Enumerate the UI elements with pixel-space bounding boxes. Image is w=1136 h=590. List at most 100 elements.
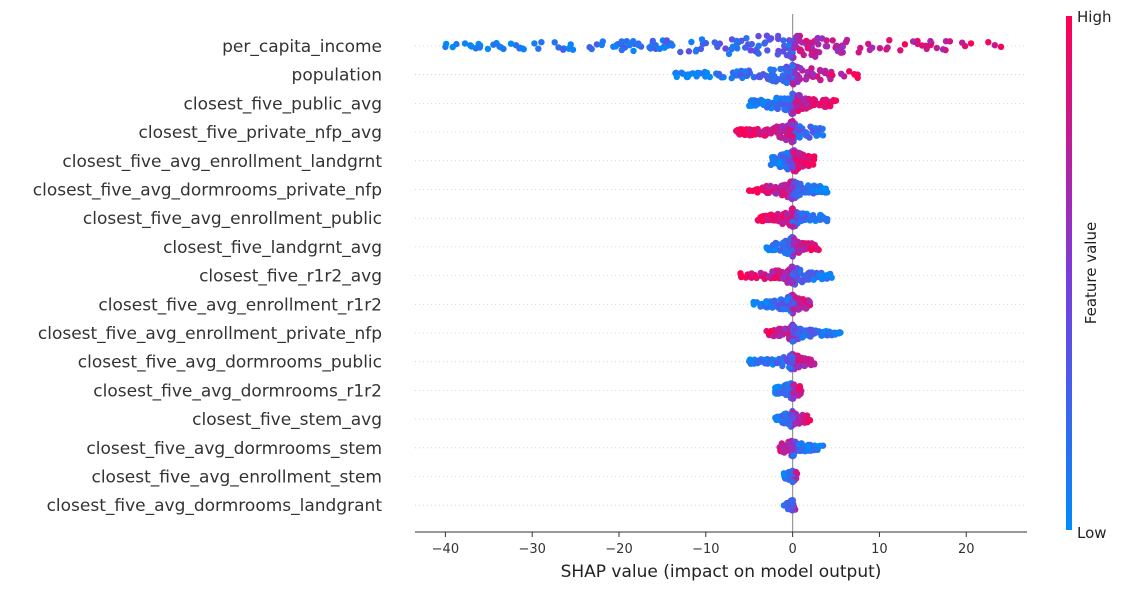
shap-point (809, 49, 817, 56)
feature-label: closest_five_public_avg (184, 94, 382, 114)
shap-point (838, 70, 845, 78)
shap-point (789, 263, 796, 271)
colorbar-high-label: High (1077, 8, 1111, 26)
feature-label: closest_five_avg_dormrooms_r1r2 (93, 381, 382, 401)
shap-point (800, 272, 808, 279)
shap-point (809, 70, 817, 78)
shap-point (839, 43, 846, 50)
shap-point (790, 239, 798, 247)
shap-point (765, 273, 772, 280)
shap-point (787, 103, 794, 110)
shap-point (755, 128, 762, 136)
shap-point (782, 106, 789, 113)
shap-point (805, 189, 812, 196)
feature-label: closest_five_avg_dormrooms_stem (86, 439, 382, 459)
shap-point (516, 45, 523, 52)
shap-point (785, 505, 792, 512)
shap-point (780, 384, 788, 391)
shap-point (776, 332, 783, 340)
shap-point (810, 96, 817, 103)
shap-point (764, 47, 771, 54)
shap-point (799, 186, 806, 194)
shap-point (794, 98, 802, 105)
shap-point (810, 276, 817, 283)
shap-point (555, 44, 562, 51)
shap-point (746, 187, 753, 194)
shap-point (800, 333, 807, 340)
shap-point (715, 70, 723, 78)
shap-point (769, 241, 777, 249)
shap-point (805, 95, 812, 103)
shap-point (790, 395, 797, 402)
shap-point (551, 39, 558, 46)
shap-point (817, 67, 824, 75)
shap-point (698, 36, 706, 43)
shap-point (817, 76, 824, 84)
shap-point (598, 41, 605, 49)
shap-point (688, 38, 695, 46)
shap-point (630, 47, 637, 55)
shap-point (959, 39, 966, 46)
shap-point (779, 188, 787, 195)
x-tick-label: −30 (518, 542, 545, 557)
x-tick-label: −40 (432, 542, 459, 557)
shap-point (785, 131, 793, 139)
shap-point (933, 44, 940, 52)
shap-point (779, 362, 786, 370)
shap-point (834, 47, 842, 55)
shap-point (569, 46, 577, 53)
shap-point (801, 362, 808, 369)
shap-point (814, 126, 821, 133)
shap-point (768, 213, 775, 220)
shap-point (711, 39, 718, 46)
shap-point (760, 99, 767, 107)
shap-point (806, 298, 813, 305)
shap-point (476, 44, 483, 51)
shap-point (819, 132, 827, 139)
shap-point (884, 44, 891, 51)
shap-point (985, 39, 992, 46)
shap-point (801, 245, 808, 252)
shap-point (901, 41, 909, 48)
shap-point (807, 361, 815, 369)
shap-point (807, 356, 814, 363)
shap-point (760, 71, 767, 78)
shap-point (790, 306, 797, 313)
shap-point (824, 271, 831, 279)
shap-point (774, 32, 782, 40)
row-guide-lines (415, 45, 1027, 506)
shap-point (763, 104, 771, 111)
feature-label: closest_five_avg_dormrooms_landgrant (47, 496, 383, 516)
shap-point (799, 103, 806, 110)
feature-label: closest_five_avg_enrollment_r1r2 (98, 295, 382, 315)
shap-point (806, 39, 814, 46)
shap-point (535, 45, 542, 52)
shap-point (788, 205, 796, 213)
shap-point (857, 44, 864, 52)
shap-point (752, 186, 760, 193)
x-axis: −40 −30 −20 −10 0 10 20 SHAP value (impact on … (415, 531, 1027, 582)
shap-point (796, 134, 803, 141)
shap-point (722, 45, 729, 52)
shap-point (795, 295, 802, 302)
shap-point (783, 79, 791, 87)
shap-point (810, 156, 818, 163)
shap-point (765, 329, 773, 337)
shap-point (780, 127, 788, 135)
shap-point (780, 239, 787, 246)
shap-point (770, 156, 777, 163)
shap-point (782, 391, 790, 399)
shap-point (773, 95, 780, 102)
x-tick-label: 0 (788, 542, 796, 557)
shap-point (742, 68, 749, 75)
shap-point (484, 45, 492, 53)
shap-point (831, 97, 839, 105)
shap-point (593, 41, 601, 48)
shap-point (816, 273, 824, 280)
shap-point (774, 51, 781, 58)
shap-point (876, 45, 884, 52)
shap-point (779, 153, 786, 160)
shap-point (779, 122, 786, 130)
shap-point (806, 269, 813, 276)
